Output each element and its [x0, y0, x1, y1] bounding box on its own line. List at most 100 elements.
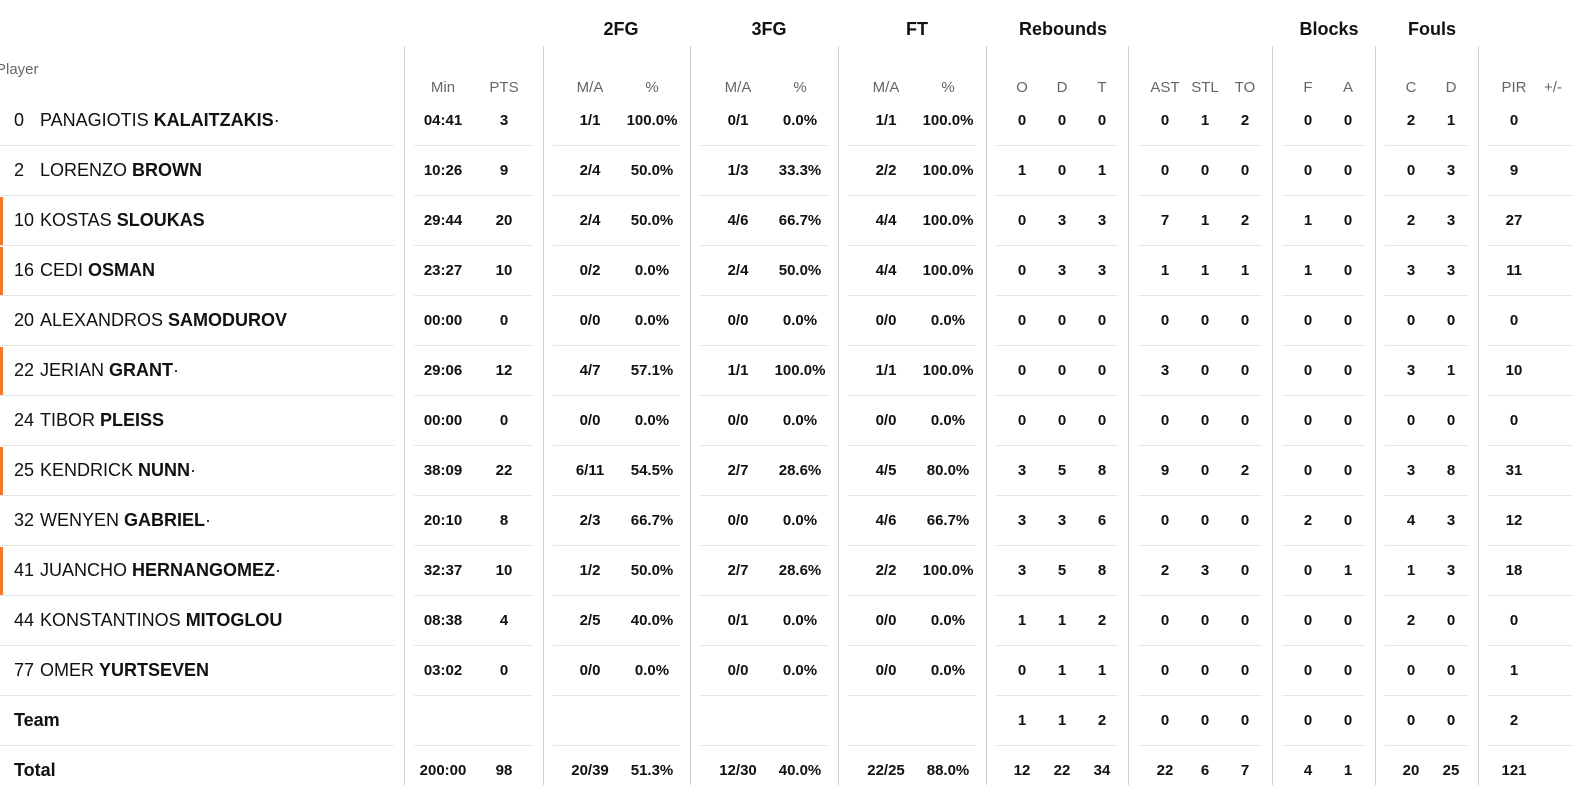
player-row[interactable]: 24 TIBOR PLEISS 00:00 0 0/0 0.0% 0/0 0.0% 0/0 0.0… [0, 396, 1573, 446]
player-first-name: KENDRICK [40, 460, 139, 480]
stat-cell: 12 [1013, 762, 1031, 779]
player-name-link[interactable]: ALEXANDROS SAMODUROV [40, 310, 287, 331]
row-separator [1488, 545, 1573, 546]
stat-cell: 0 [1343, 612, 1353, 629]
player-row[interactable]: 10 KOSTAS SLOUKAS 29:44 20 2/4 50.0% 4/6 66.7% 4… [0, 196, 1573, 246]
stat-cell: 1 [1017, 712, 1027, 729]
row-separator [996, 495, 1118, 496]
stat-cell: 1 [1446, 362, 1456, 379]
column-header: C [1405, 79, 1417, 96]
stat-cell: 2/3 [579, 512, 601, 529]
stat-cell: 80.0% [926, 462, 970, 479]
stat-cell: 0 [1446, 662, 1456, 679]
player-name-link[interactable]: OMER YURTSEVEN [40, 660, 209, 681]
stat-cell: 1 [1303, 262, 1313, 279]
row-separator [700, 645, 828, 646]
row-separator [996, 695, 1118, 696]
stat-cell: 0/0 [727, 412, 749, 429]
stat-cell: 0/0 [875, 412, 897, 429]
stat-cell: 1 [1057, 712, 1067, 729]
row-separator [1138, 295, 1262, 296]
stat-cell: 1 [1406, 562, 1416, 579]
stat-cell: 2/4 [727, 262, 749, 279]
stat-cell: 0/1 [727, 112, 749, 129]
player-first-name: KONSTANTINOS [40, 610, 186, 630]
player-row[interactable]: 77 OMER YURTSEVEN 03:02 0 0/0 0.0% 0/0 0.0% 0/0 0… [0, 646, 1573, 696]
stat-cell: 100.0% [922, 212, 974, 229]
stat-cell: 0 [1343, 212, 1353, 229]
stat-cell: 2 [1406, 612, 1416, 629]
row-separator [848, 595, 976, 596]
row-separator [1385, 695, 1468, 696]
player-first-name: TIBOR [40, 410, 101, 430]
stat-cell: 1 [1303, 212, 1313, 229]
row-separator [1385, 645, 1468, 646]
stat-cell: 0 [1200, 162, 1210, 179]
row-separator [996, 145, 1118, 146]
player-row[interactable]: 16 CEDI OSMAN 23:27 10 0/2 0.0% 2/4 50.0% 4/4 100… [0, 246, 1573, 296]
player-row[interactable]: 0 PANAGIOTIS KALAITZAKIS· 04:41 3 1/1 100.0% 0… [0, 96, 1573, 146]
player-row[interactable]: 41 JUANCHO HERNANGOMEZ· 32:37 10 1/2 50.0% 2/7… [0, 546, 1573, 596]
player-mark: · [173, 360, 180, 380]
row-separator [848, 195, 976, 196]
stat-cell: 2 [1240, 112, 1250, 129]
row-separator [0, 595, 394, 596]
row-separator [553, 745, 680, 746]
column-divider [1272, 46, 1273, 785]
stat-cell: 4/6 [875, 512, 897, 529]
row-separator [1488, 745, 1573, 746]
player-name-link[interactable]: WENYEN GABRIEL· [40, 510, 211, 531]
row-separator [996, 745, 1118, 746]
stat-cell: 1 [1017, 612, 1027, 629]
player-row[interactable]: 20 ALEXANDROS SAMODUROV 00:00 0 0/0 0.0% 0/0 0.… [0, 296, 1573, 346]
row-separator [700, 445, 828, 446]
stat-cell: 3 [1446, 262, 1456, 279]
column-header: T [1097, 79, 1107, 96]
player-name-link[interactable]: CEDI OSMAN [40, 260, 155, 281]
column-header: % [793, 79, 807, 96]
row-separator [414, 595, 533, 596]
player-row[interactable]: 2 LORENZO BROWN 10:26 9 2/4 50.0% 1/3 33.3% 2/2 1… [0, 146, 1573, 196]
row-separator [700, 345, 828, 346]
stat-cell: 88.0% [926, 762, 970, 779]
player-first-name: WENYEN [40, 510, 125, 530]
player-name-link[interactable]: JERIAN GRANT· [40, 360, 179, 381]
player-name-link[interactable]: LORENZO BROWN [40, 160, 202, 181]
row-separator [700, 395, 828, 396]
player-row[interactable]: 25 KENDRICK NUNN· 38:09 22 6/11 54.5% 2/7 28.6%… [0, 446, 1573, 496]
column-group-header: Blocks [1299, 19, 1359, 39]
row-separator [0, 445, 394, 446]
row-separator [1282, 245, 1365, 246]
row-separator [1282, 645, 1365, 646]
stat-cell: 0 [1160, 612, 1170, 629]
player-name-link[interactable]: KONSTANTINOS MITOGLOU [40, 610, 282, 631]
row-separator [553, 395, 680, 396]
player-name-link[interactable]: KENDRICK NUNN· [40, 460, 196, 481]
column-header: PIR [1501, 79, 1527, 96]
player-name-link[interactable]: KOSTAS SLOUKAS [40, 210, 205, 231]
stat-cell: 0 [1017, 212, 1027, 229]
stat-cell: 0 [1240, 562, 1250, 579]
player-last-name: YURTSEVEN [99, 660, 210, 680]
stat-cell: 2 [1240, 462, 1250, 479]
player-name-link[interactable]: TIBOR PLEISS [40, 410, 164, 431]
player-name-link[interactable]: JUANCHO HERNANGOMEZ· [40, 560, 281, 581]
stat-cell: 3 [1406, 262, 1416, 279]
row-separator [848, 695, 976, 696]
stat-cell: 22 [1156, 762, 1174, 779]
player-name-link[interactable]: PANAGIOTIS KALAITZAKIS· [40, 110, 280, 131]
stat-cell: 0 [1017, 262, 1027, 279]
player-last-name: MITOGLOU [185, 610, 283, 630]
player-mark: · [190, 460, 197, 480]
stat-cell: 9 [1160, 462, 1170, 479]
row-separator [1138, 245, 1262, 246]
stat-cell: 0 [1303, 162, 1313, 179]
stat-cell: 04:41 [423, 112, 463, 129]
row-separator [1282, 195, 1365, 196]
row-separator [414, 395, 533, 396]
player-row[interactable]: 22 JERIAN GRANT· 29:06 12 4/7 57.1% 1/1 100.0% 1… [0, 346, 1573, 396]
player-row[interactable]: 44 KONSTANTINOS MITOGLOU 08:38 4 2/5 40.0% 0/1… [0, 596, 1573, 646]
player-row[interactable]: 32 WENYEN GABRIEL· 20:10 8 2/3 66.7% 0/0 0.0% 4/… [0, 496, 1573, 546]
stat-cell: 0 [1240, 162, 1250, 179]
stat-cell: 0 [499, 412, 509, 429]
